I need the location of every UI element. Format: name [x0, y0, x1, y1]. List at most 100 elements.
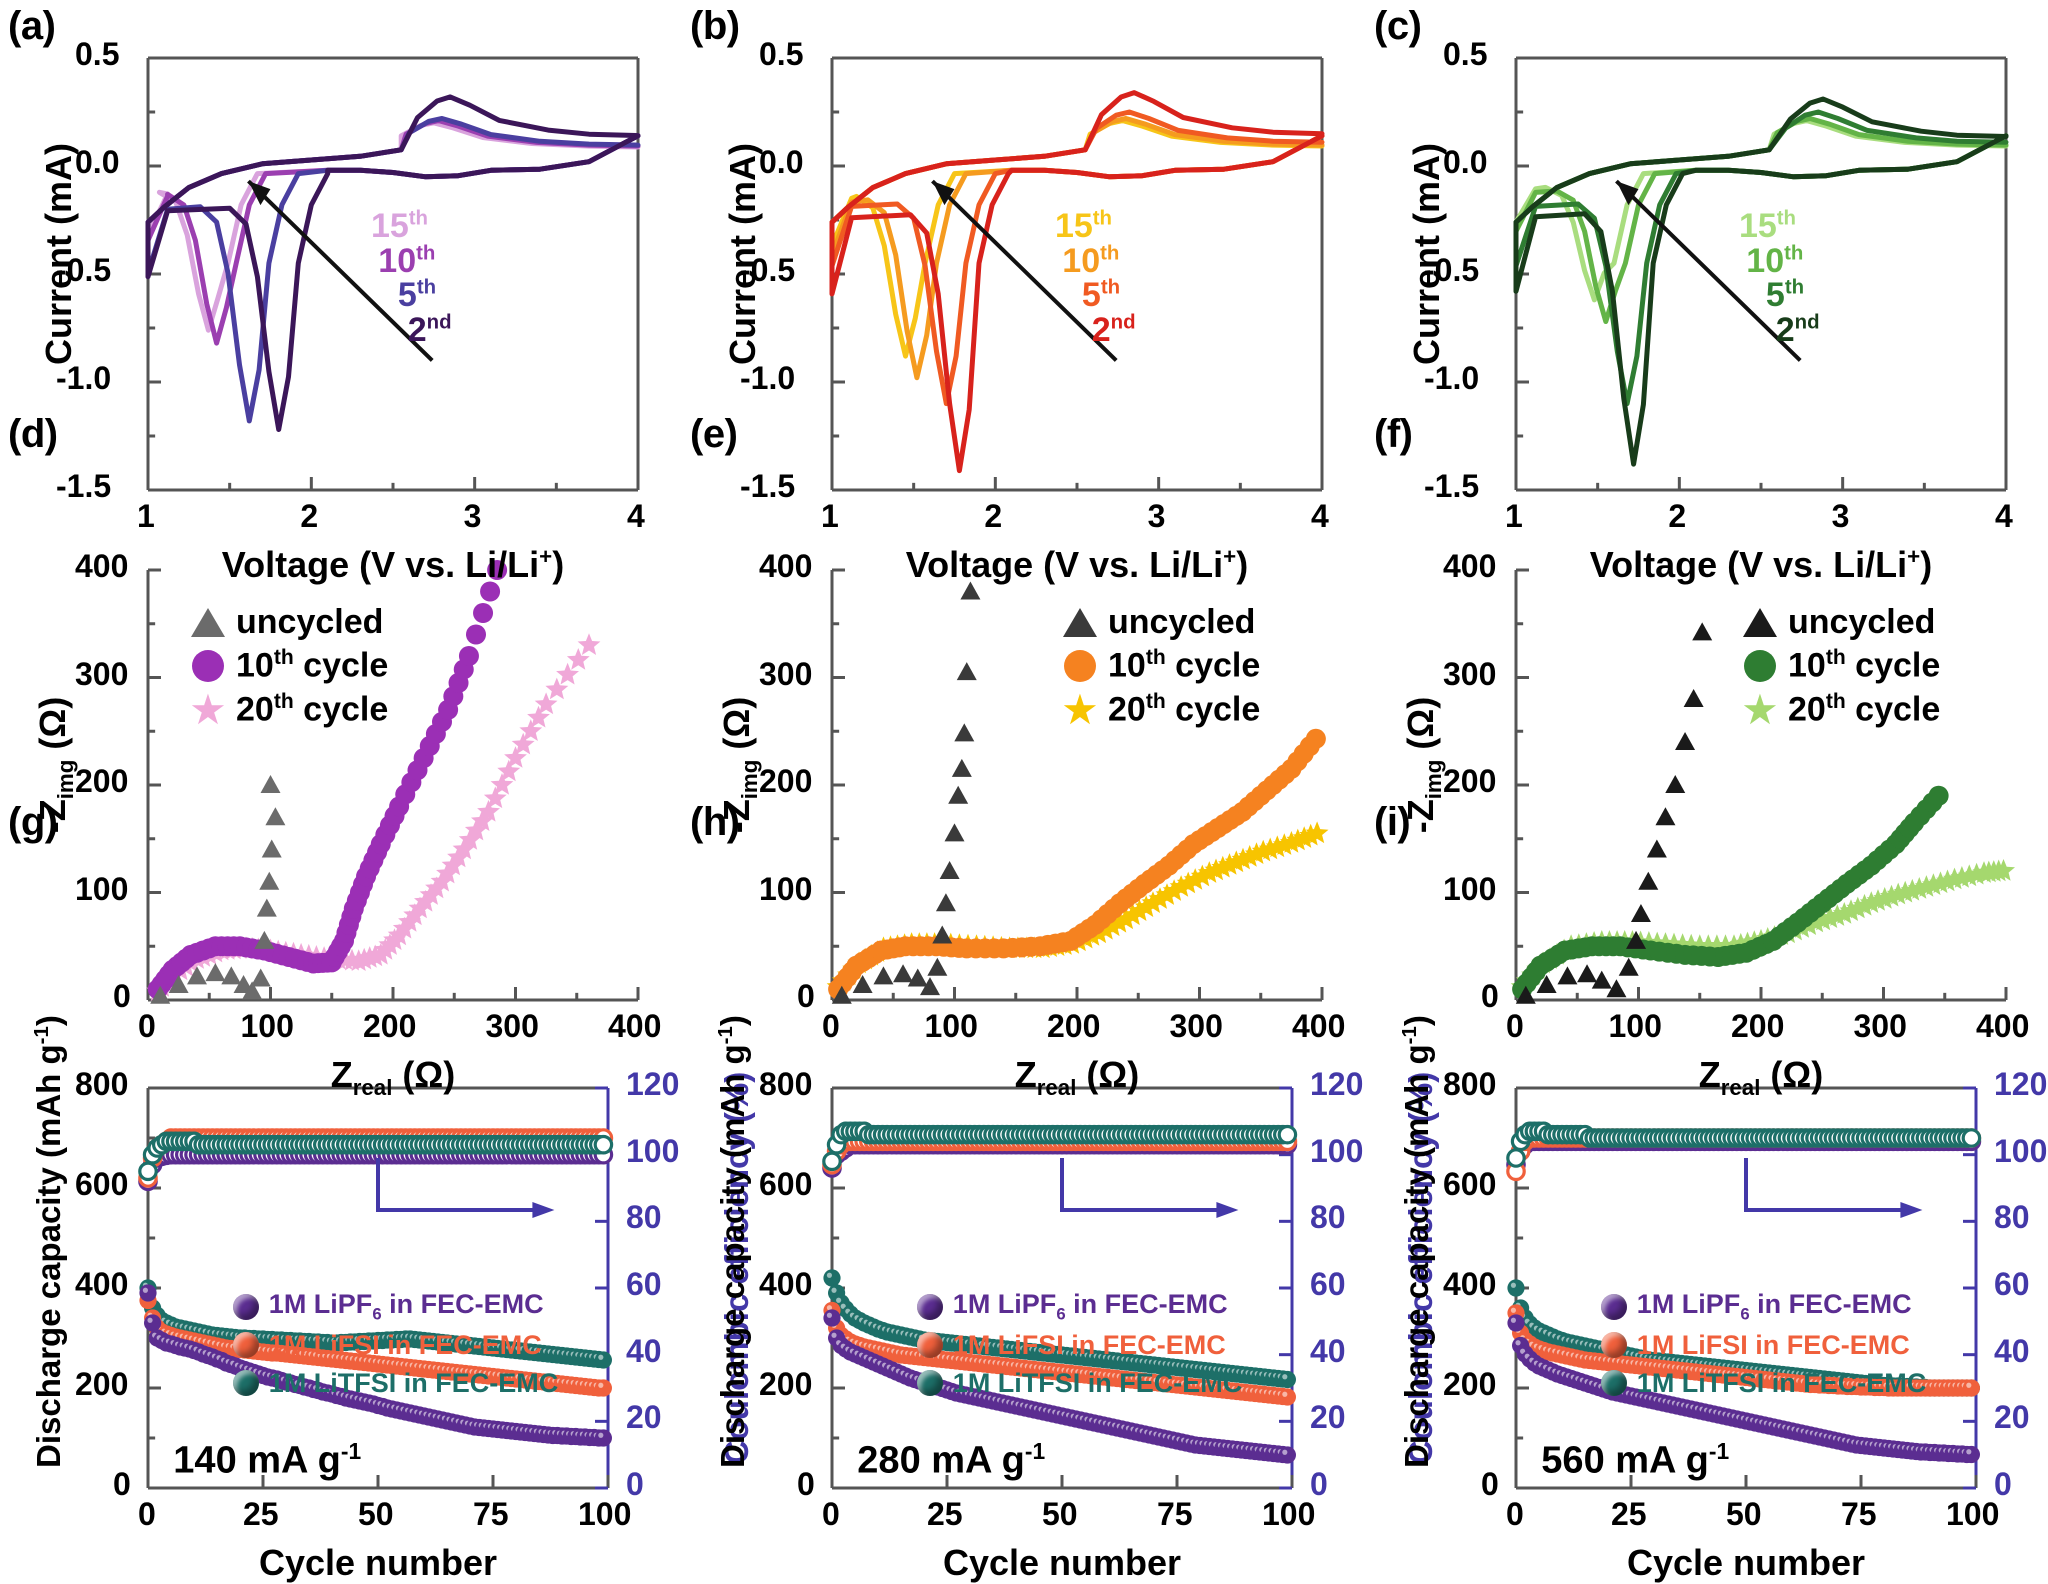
eis-marker: [893, 964, 913, 982]
eis-marker: [221, 966, 241, 984]
cv-xtick-0: 1: [821, 498, 839, 535]
cv-ytick-1: 0.0: [75, 144, 119, 181]
eis-marker: [1557, 966, 1577, 984]
cycling-marker: [1963, 1130, 1979, 1146]
cycling-marker: [824, 1153, 840, 1169]
cyc-xtick-3: 75: [1841, 1496, 1877, 1533]
cv-xtick-3: 4: [1311, 498, 1329, 535]
eis-ytick-0: 0: [113, 978, 131, 1015]
cycling-marker: [595, 1379, 612, 1396]
eis-legend-label: uncycled: [1108, 603, 1255, 642]
cycling-legend-item: 1M LiTFSI in FEC-EMC: [915, 1364, 1243, 1402]
eis-marker: [1655, 807, 1675, 825]
star-icon: ★: [1740, 693, 1780, 727]
eis-xtick-3: 300: [1170, 1008, 1223, 1045]
cv-xtick-1: 2: [300, 498, 318, 535]
eis-ytick-4: 400: [759, 548, 812, 585]
cyc-ytick-right-3: 60: [1310, 1266, 1346, 1303]
cyc-ytick-left-3: 600: [1443, 1166, 1496, 1203]
eis-marker: [1631, 904, 1651, 922]
eis-marker: [957, 662, 977, 680]
cyc-xtick-0: 0: [138, 1496, 156, 1533]
cyc-xtick-4: 100: [1946, 1496, 1999, 1533]
cv-cycle-label-5: 5th: [1082, 276, 1120, 315]
cyc-ytick-right-3: 60: [626, 1266, 662, 1303]
eis-marker: [940, 861, 960, 879]
cyc-ytick-left-0: 0: [797, 1466, 815, 1503]
cyc-ytick-left-3: 600: [75, 1166, 128, 1203]
cyc-ytick-left-4: 800: [759, 1066, 812, 1103]
cyc-xtick-0: 0: [822, 1496, 840, 1533]
cyc-ytick-left-2: 400: [759, 1266, 812, 1303]
cyc-ytick-left-4: 800: [75, 1066, 128, 1103]
eis-ytick-1: 100: [75, 871, 128, 908]
cycling-legend-item: 1M LiFSI in FEC-EMC: [1599, 1326, 1927, 1364]
cv-ytick-1: 0.0: [1443, 144, 1487, 181]
cycling-marker: [823, 1309, 840, 1326]
eis-ytick-0: 0: [797, 978, 815, 1015]
cycling-legend-label: 1M LiPF6 in FEC-EMC: [269, 1289, 544, 1324]
eis-marker: [1619, 958, 1639, 976]
cyc-xtick-2: 50: [1042, 1496, 1078, 1533]
eis-marker: [1675, 732, 1695, 750]
eis-marker: [948, 786, 968, 804]
cyc-ytick-right-2: 40: [1994, 1333, 2030, 1370]
eis-xtick-1: 100: [241, 1008, 294, 1045]
cycling-marker: [595, 1351, 612, 1368]
cv-yaxis-title: Current (mA): [38, 38, 80, 470]
eis-marker: [1684, 689, 1704, 707]
cyc-xtick-2: 50: [1726, 1496, 1762, 1533]
eis-xtick-0: 0: [822, 1008, 840, 1045]
eis-marker: [1647, 840, 1667, 858]
eis-marker: [257, 899, 277, 917]
eis-legend-item: ★20th cycle: [1740, 688, 1940, 732]
cv-ytick-0: 0.5: [75, 36, 119, 73]
eis-xtick-2: 200: [1731, 1008, 1784, 1045]
cycling-marker: [1507, 1314, 1524, 1331]
cyc-ytick-right-6: 120: [1310, 1066, 1363, 1103]
triangle-icon: [1740, 608, 1780, 637]
eis-ytick-3: 300: [1443, 656, 1496, 693]
cyc-xtick-2: 50: [358, 1496, 394, 1533]
star-icon: ★: [1060, 693, 1100, 727]
eis-xtick-0: 0: [138, 1008, 156, 1045]
cyc-xaxis-title: Cycle number: [108, 1542, 648, 1584]
eis-xtick-3: 300: [1854, 1008, 1907, 1045]
cyc-ytick-right-2: 40: [626, 1333, 662, 1370]
cv-ytick-1: 0.0: [759, 144, 803, 181]
cycling-marker: [1279, 1446, 1296, 1463]
eis-legend-label: uncycled: [236, 603, 383, 642]
cyc-ytick-right-2: 40: [1310, 1333, 1346, 1370]
eis-yaxis-title: -Zimg (Ω): [32, 550, 79, 980]
cycling-marker: [1279, 1371, 1296, 1388]
eis-legend-label: uncycled: [1788, 603, 1935, 642]
cyc-ytick-right-3: 60: [1994, 1266, 2030, 1303]
ball-icon: [231, 1294, 261, 1320]
eis-ytick-2: 200: [759, 763, 812, 800]
cyc-ytick-right-5: 100: [1994, 1133, 2047, 1170]
eis-legend-item: 10th cycle: [1740, 644, 1940, 688]
eis-legend-item: ★20th cycle: [1060, 688, 1260, 732]
eis-xtick-0: 0: [1506, 1008, 1524, 1045]
cycling-legend-label: 1M LiTFSI in FEC-EMC: [953, 1368, 1243, 1399]
eis-xtick-4: 400: [1292, 1008, 1345, 1045]
cycling-legend-label: 1M LiPF6 in FEC-EMC: [1637, 1289, 1912, 1324]
eis-ytick-1: 100: [759, 871, 812, 908]
cv-cycle-label-15: 15th: [1739, 207, 1796, 246]
eis-ytick-1: 100: [1443, 871, 1496, 908]
cycling-marker: [823, 1269, 840, 1286]
cyc-ytick-right-6: 120: [626, 1066, 679, 1103]
cv-ytick-4: -1.5: [740, 468, 795, 505]
cyc-ytick-right-1: 20: [1994, 1399, 2030, 1436]
cyc-ytick-right-0: 0: [1994, 1466, 2012, 1503]
cv-xtick-0: 1: [1505, 498, 1523, 535]
cyc-yaxis-left-title: Discharge capacity (mAh g-1): [714, 1068, 752, 1468]
eis-xtick-4: 400: [1976, 1008, 2029, 1045]
eis-yaxis-title: -Zimg (Ω): [1400, 550, 1447, 980]
